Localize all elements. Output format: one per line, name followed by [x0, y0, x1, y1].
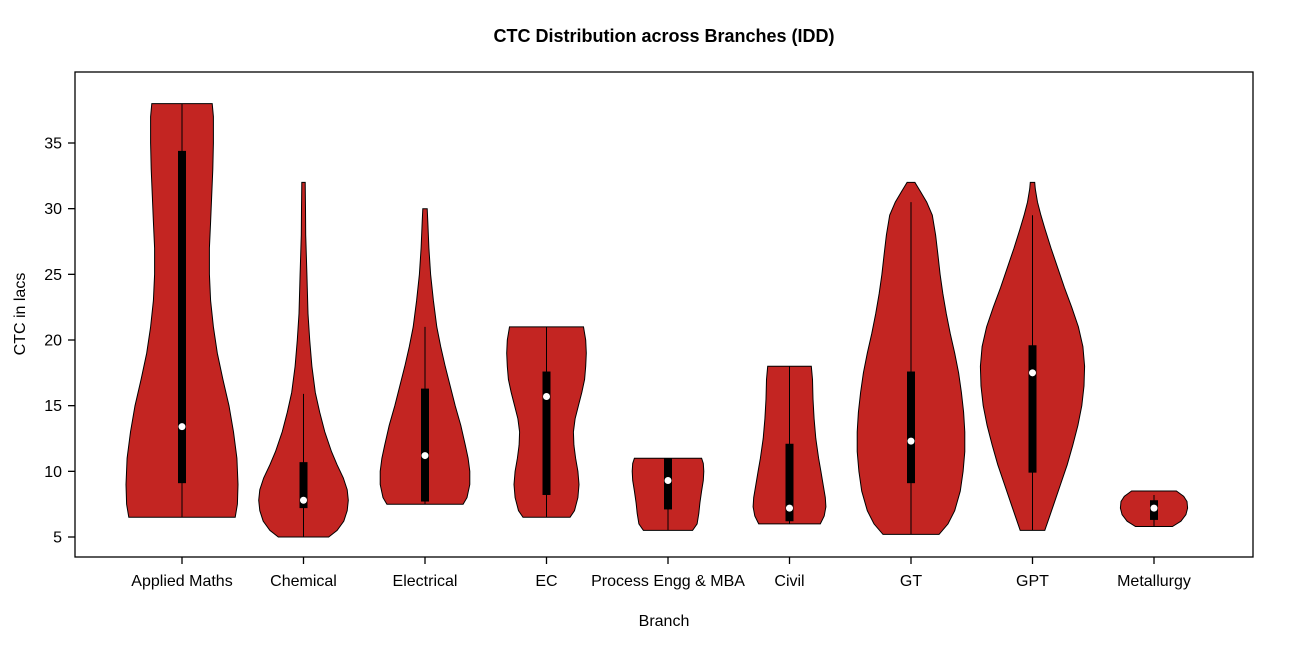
x-axis-title: Branch	[639, 613, 690, 630]
iqr-box	[542, 371, 551, 495]
y-tick-label: 30	[44, 201, 62, 218]
violin-metallurgy	[1119, 490, 1189, 527]
iqr-box	[785, 443, 794, 522]
plot-border	[74, 71, 1254, 558]
median-dot	[1150, 504, 1158, 512]
y-tick-label: 20	[44, 333, 62, 350]
violin-ec	[506, 326, 587, 518]
y-tick-label: 35	[44, 136, 62, 153]
x-tick-label: Applied Maths	[131, 573, 232, 590]
median-dot	[543, 392, 550, 400]
x-tick-label: GT	[900, 573, 922, 590]
y-tick-label: 5	[53, 530, 62, 547]
median-dot	[1029, 369, 1036, 377]
median-dot	[421, 452, 429, 460]
violin-applied-maths	[125, 103, 239, 518]
x-tick-label: Electrical	[393, 573, 458, 590]
y-tick-label: 10	[44, 464, 62, 481]
iqr-box	[421, 388, 429, 502]
violin-chemical	[258, 181, 349, 538]
x-tick-label: Metallurgy	[1117, 573, 1191, 590]
violin-gt	[856, 181, 966, 535]
plot-area: 5 10 15 20 25 30 35 Applied Maths Chemical Electr…	[44, 71, 1254, 590]
iqr-box	[1028, 345, 1037, 473]
x-tick-label: Civil	[774, 573, 804, 590]
iqr-box	[178, 150, 186, 484]
iqr-box	[907, 371, 915, 484]
median-dot	[664, 477, 672, 485]
y-tick-label: 25	[44, 267, 62, 284]
chart-title: CTC Distribution across Branches (IDD)	[493, 26, 834, 46]
median-dot	[300, 496, 307, 504]
median-dot	[786, 504, 793, 512]
y-tick-label: 15	[44, 398, 62, 415]
y-axis-title: CTC in lacs	[12, 273, 29, 356]
x-tick-label: EC	[535, 573, 557, 590]
violin-shape	[258, 181, 349, 538]
violin-civil	[752, 365, 827, 525]
median-dot	[907, 437, 915, 445]
x-tick-label: GPT	[1016, 573, 1049, 590]
violin-electrical	[379, 208, 471, 505]
x-tick-label: Process Engg & MBA	[591, 573, 745, 590]
iqr-box	[299, 462, 308, 509]
violin-gpt	[979, 181, 1086, 531]
x-tick-label: Chemical	[270, 573, 337, 590]
median-dot	[178, 423, 186, 431]
violin-process-engg-mba	[631, 457, 705, 531]
